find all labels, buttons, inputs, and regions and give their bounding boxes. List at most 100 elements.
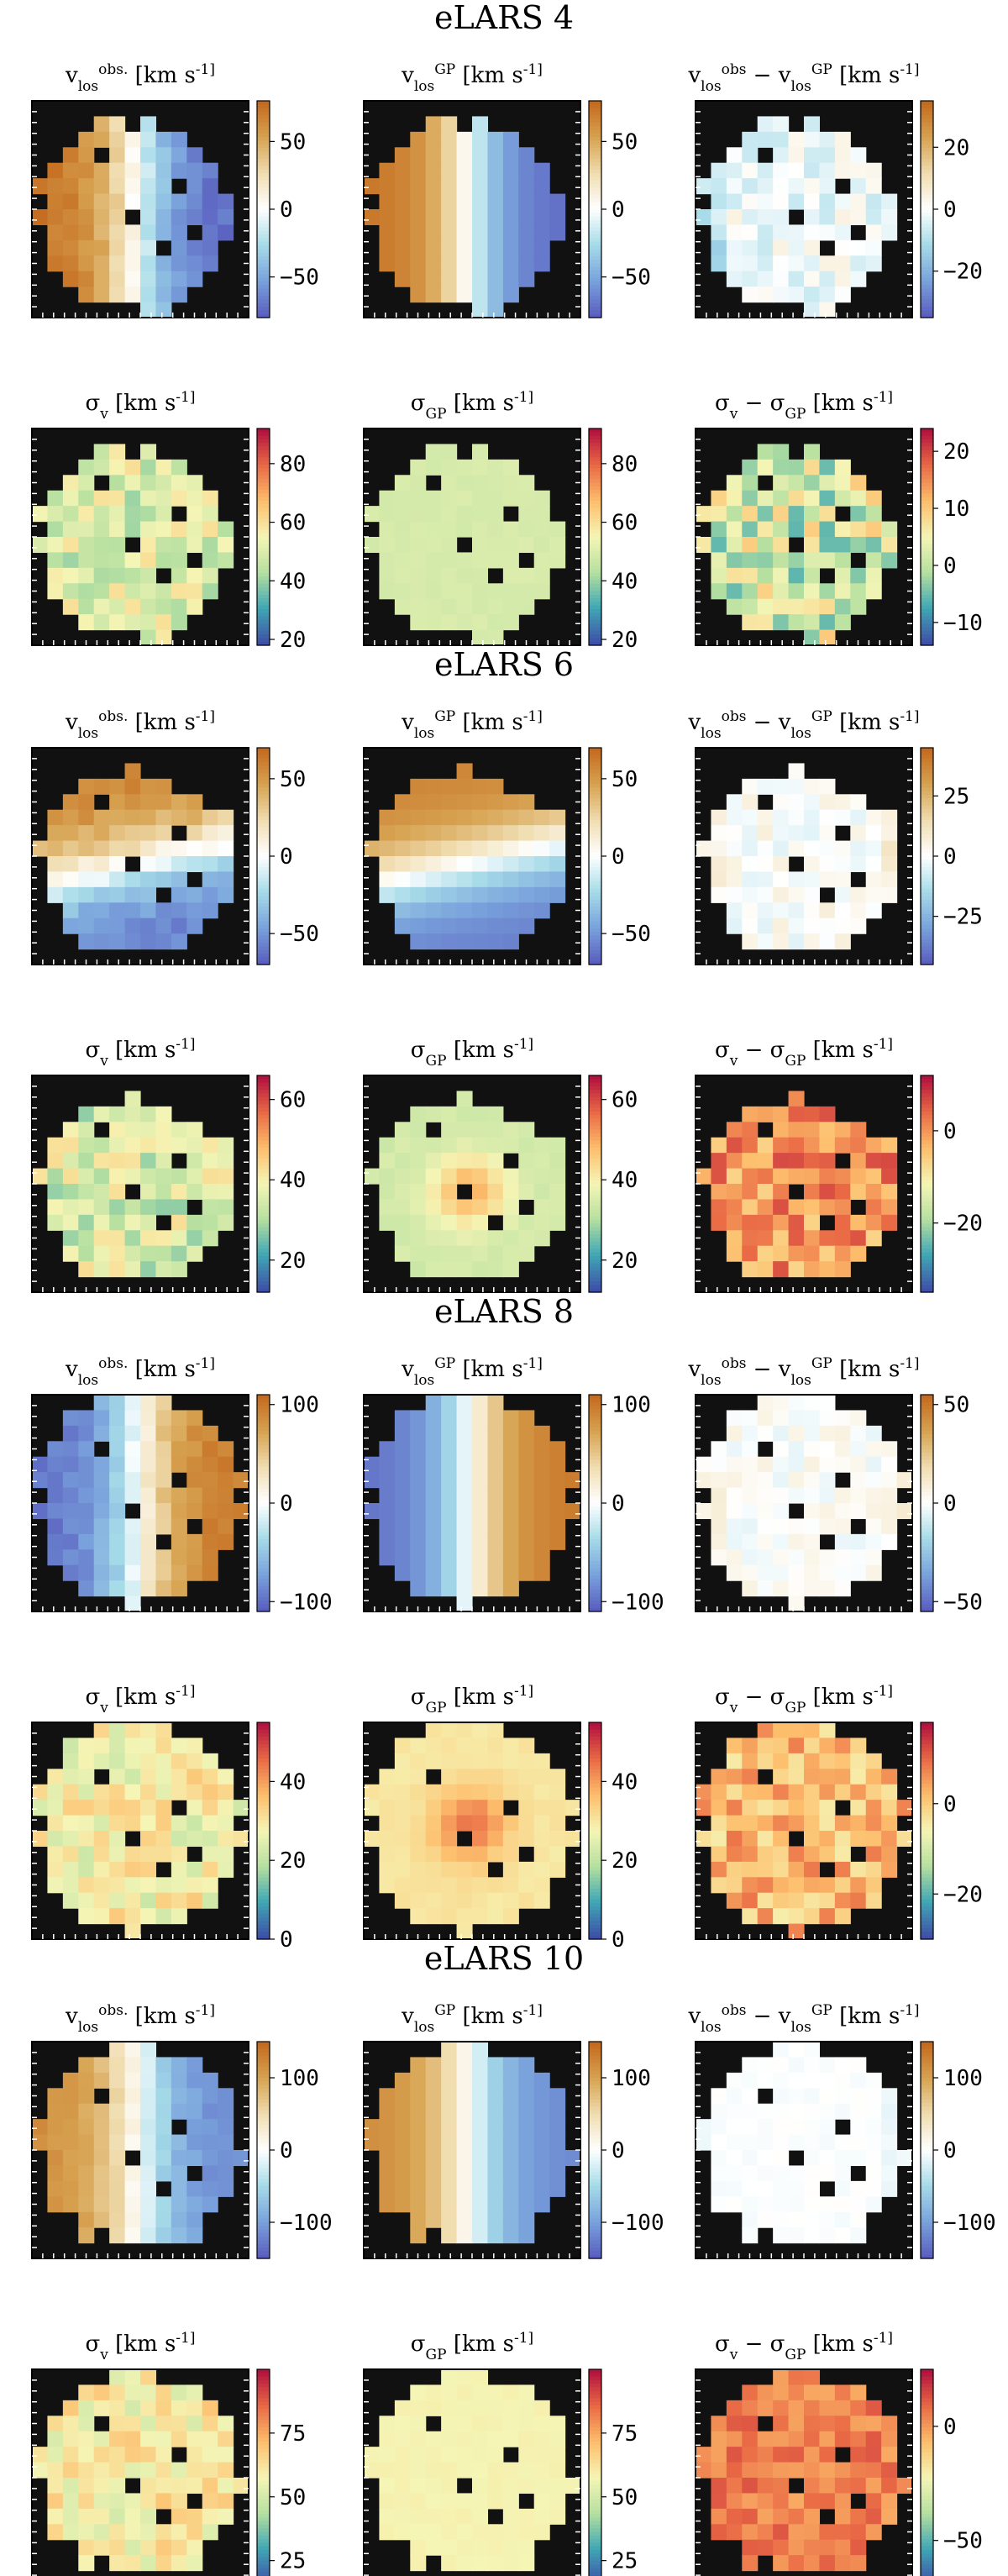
map-pixel bbox=[804, 1137, 821, 1154]
colorbar-segment bbox=[257, 1506, 270, 1511]
map-pixel bbox=[456, 809, 473, 826]
map-pixel bbox=[757, 209, 774, 226]
map-pixel bbox=[140, 2057, 157, 2074]
map-pixel bbox=[819, 778, 836, 795]
map-pixel bbox=[140, 614, 157, 631]
colorbar-segment bbox=[257, 1549, 270, 1554]
map-pixel bbox=[394, 1441, 411, 1458]
map-pixel bbox=[834, 1410, 851, 1427]
map-pixel bbox=[364, 1503, 381, 1520]
colorbar-segment bbox=[589, 1416, 601, 1421]
map-pixel bbox=[502, 1456, 519, 1473]
map-pixel bbox=[171, 1441, 187, 1458]
colorbar-segment bbox=[257, 1759, 270, 1763]
map-pixel bbox=[487, 825, 504, 842]
map-pixel bbox=[472, 147, 489, 164]
colorbar-segment bbox=[589, 1546, 601, 1551]
map-pixel bbox=[78, 521, 95, 538]
map-pixel bbox=[109, 2057, 126, 2074]
map-pixel bbox=[502, 131, 519, 148]
map-pixel bbox=[788, 809, 805, 826]
map-pixel bbox=[742, 1122, 759, 1138]
map-pixel bbox=[726, 1831, 743, 1848]
colorbar-segment bbox=[257, 213, 270, 218]
colorbar-segment bbox=[589, 140, 601, 145]
colorbar-segment bbox=[921, 230, 933, 235]
map-pixel bbox=[726, 255, 743, 272]
colorbar-tick-label: −25 bbox=[943, 905, 983, 930]
map-pixel bbox=[140, 1892, 157, 1909]
map-pixel bbox=[410, 840, 427, 857]
map-pixel bbox=[564, 1831, 581, 1848]
map-pixel bbox=[518, 825, 535, 842]
colorbar-segment bbox=[589, 1256, 601, 1260]
colorbar-segment bbox=[257, 504, 270, 509]
map-pixel bbox=[788, 1106, 805, 1122]
map-pixel bbox=[78, 1184, 95, 1201]
map-pixel bbox=[865, 521, 882, 538]
map-pixel bbox=[757, 1518, 774, 1535]
map-pixel bbox=[441, 162, 458, 179]
map-pixel bbox=[124, 871, 141, 888]
map-pixel bbox=[742, 1184, 759, 1201]
map-pixel bbox=[78, 2165, 95, 2182]
map-pixel bbox=[502, 490, 519, 507]
map-pixel bbox=[819, 614, 836, 631]
map-pixel bbox=[394, 239, 411, 256]
map-pixel bbox=[487, 178, 504, 195]
map-pixel bbox=[773, 239, 790, 256]
colorbar-segment bbox=[921, 562, 933, 566]
map-pixel bbox=[804, 178, 821, 195]
colorbar-segment bbox=[589, 1726, 601, 1731]
colorbar-segment bbox=[921, 1101, 933, 1105]
colorbar-segment bbox=[589, 497, 601, 502]
colorbar-segment bbox=[589, 1801, 601, 1806]
map-pixel bbox=[711, 1846, 727, 1863]
map-pixel bbox=[472, 1106, 489, 1122]
map-pixel bbox=[742, 840, 759, 857]
map-pixel bbox=[726, 1214, 743, 1231]
map-pixel bbox=[518, 1168, 535, 1185]
colorbar-segment bbox=[257, 2182, 270, 2187]
map-pixel bbox=[518, 1410, 535, 1427]
map-pixel bbox=[834, 209, 851, 226]
map-pixel bbox=[711, 552, 727, 569]
map-pixel bbox=[502, 1892, 519, 1909]
map-pixel bbox=[186, 1877, 203, 1894]
colorbar-segment bbox=[921, 1281, 933, 1285]
map-pixel bbox=[896, 1472, 913, 1489]
map-pixel bbox=[711, 583, 727, 600]
colorbar-segment bbox=[257, 1748, 270, 1752]
map-pixel bbox=[472, 506, 489, 523]
map-pixel bbox=[109, 1441, 126, 1458]
map-pixel bbox=[109, 825, 126, 842]
map-pixel bbox=[834, 193, 851, 210]
map-pixel bbox=[441, 537, 458, 554]
map-pixel bbox=[202, 2072, 218, 2089]
map-pixel bbox=[773, 1892, 790, 1909]
map-pixel bbox=[773, 224, 790, 241]
map-pixel bbox=[62, 840, 79, 857]
map-pixel bbox=[78, 475, 95, 492]
colorbar-segment bbox=[589, 439, 601, 444]
colorbar-segment bbox=[921, 1759, 933, 1763]
map-pixel bbox=[379, 2165, 396, 2182]
map-pixel bbox=[819, 1580, 836, 1597]
colorbar-segment bbox=[589, 1249, 601, 1254]
colorbar-segment bbox=[257, 1874, 270, 1879]
map-pixel bbox=[881, 856, 898, 873]
map-pixel bbox=[533, 1846, 550, 1863]
colorbar-segment bbox=[257, 2059, 270, 2064]
colorbar-segment bbox=[257, 1859, 270, 1864]
colorbar-segment bbox=[921, 1935, 933, 1940]
colorbar-segment bbox=[589, 1266, 601, 1271]
map-pixel bbox=[804, 1199, 821, 1216]
map-pixel bbox=[410, 2227, 427, 2244]
colorbar-tick-label: 10 bbox=[943, 497, 969, 522]
colorbar-segment bbox=[257, 2067, 270, 2071]
colorbar-segment bbox=[589, 1784, 601, 1788]
colorbar-segment bbox=[589, 765, 601, 770]
map-pixel bbox=[155, 1815, 172, 1832]
map-pixel bbox=[865, 506, 882, 523]
map-pixel bbox=[155, 917, 172, 934]
